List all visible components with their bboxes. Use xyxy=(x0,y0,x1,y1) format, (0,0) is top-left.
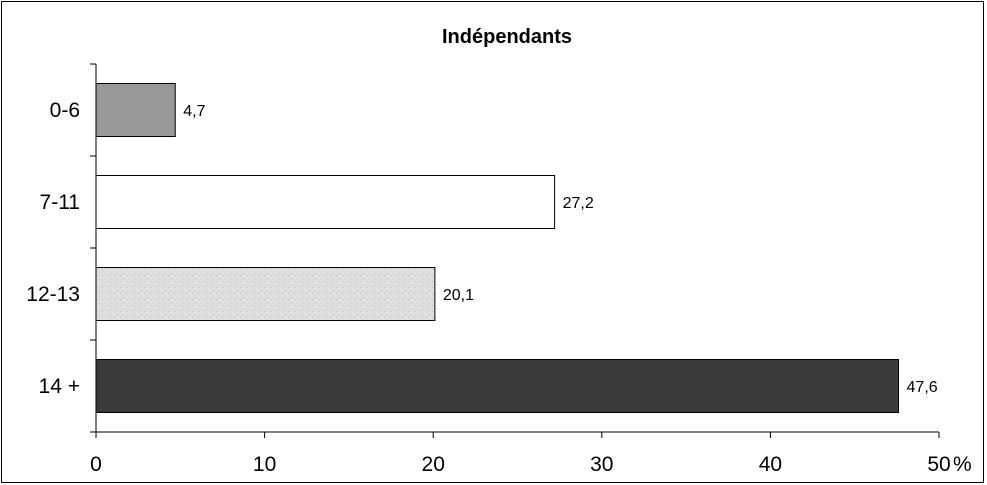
x-tick-label: 20 xyxy=(422,453,445,476)
bar xyxy=(95,359,900,413)
data-label: 47,6 xyxy=(907,379,938,396)
category-label: 0-6 xyxy=(50,99,80,122)
bar xyxy=(95,83,176,137)
bar xyxy=(95,267,436,321)
x-tick-label: 40 xyxy=(759,453,782,476)
category-label: 14 + xyxy=(39,375,80,398)
bar xyxy=(95,175,556,229)
x-tick-label: 0 xyxy=(90,453,102,476)
data-label: 20,1 xyxy=(443,287,474,304)
data-label: 4,7 xyxy=(183,103,205,120)
x-tick-label: 50 xyxy=(927,453,950,476)
x-tick-label: 10 xyxy=(253,453,276,476)
category-label: 7-11 xyxy=(40,191,80,214)
category-label: 12-13 xyxy=(26,283,80,306)
chart-title: Indépendants xyxy=(442,26,572,48)
x-axis-unit: % xyxy=(953,453,972,476)
x-tick-label: 30 xyxy=(590,453,613,476)
data-label: 27,2 xyxy=(563,195,594,212)
